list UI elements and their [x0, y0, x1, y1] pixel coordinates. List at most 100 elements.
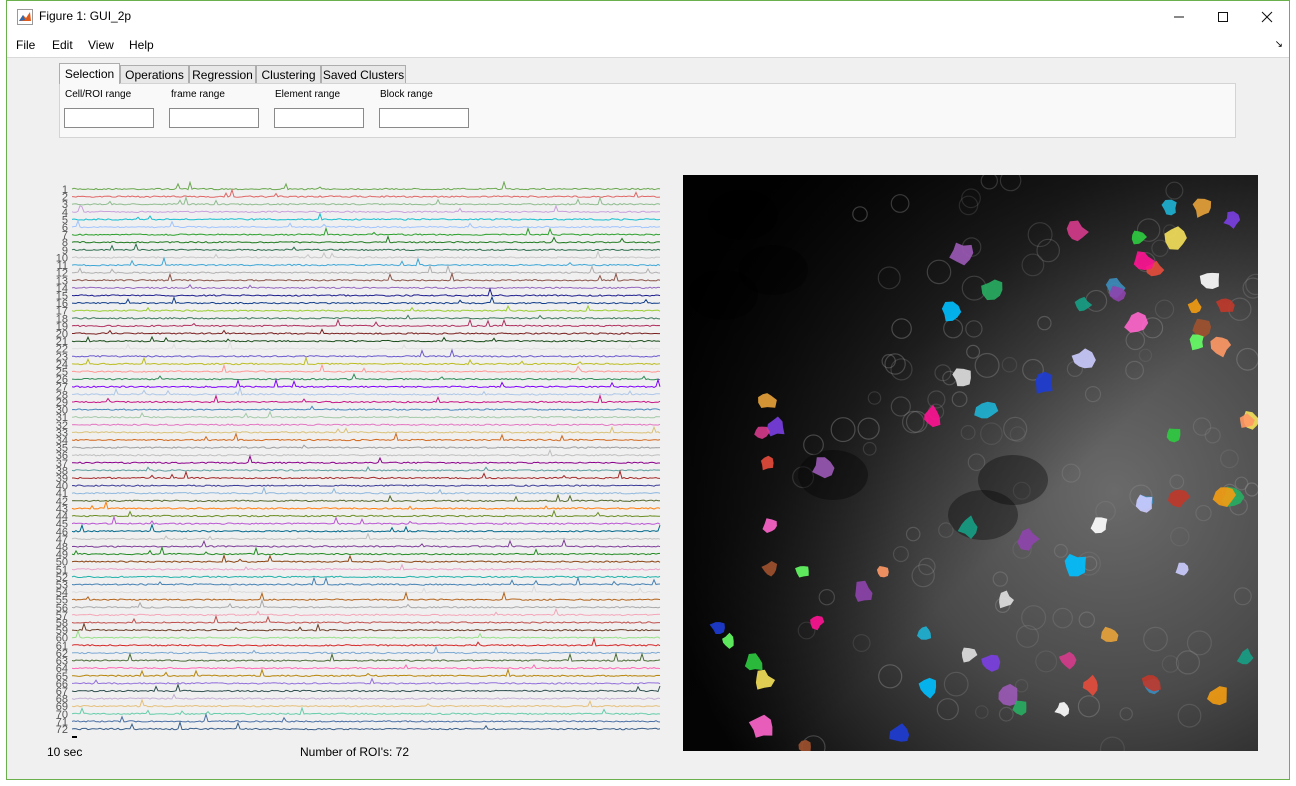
menu-edit[interactable]: Edit — [52, 38, 73, 52]
roi-mask[interactable] — [1192, 318, 1212, 338]
roi-tick-label: 29 — [56, 397, 68, 409]
roi-mask[interactable] — [1199, 272, 1220, 289]
roi-mask[interactable] — [798, 740, 811, 751]
roi-mask[interactable] — [1124, 311, 1149, 333]
roi-mask[interactable] — [1207, 686, 1227, 706]
roi-mask[interactable] — [924, 404, 941, 428]
roi-mask[interactable] — [1187, 298, 1202, 314]
roi-mask[interactable] — [917, 626, 932, 640]
menu-view[interactable]: View — [88, 38, 114, 52]
cell-roi-range-input[interactable] — [64, 108, 154, 128]
cell-body-texture — [803, 434, 824, 456]
roi-mask[interactable] — [1212, 487, 1236, 507]
roi-mask[interactable] — [795, 566, 809, 578]
roi-mask[interactable] — [812, 457, 835, 479]
roi-mask[interactable] — [941, 301, 962, 322]
roi-mask[interactable] — [1133, 251, 1155, 271]
roi-trace — [71, 515, 661, 525]
roi-mask[interactable] — [744, 653, 763, 671]
roi-mask[interactable] — [889, 723, 910, 742]
roi-mask[interactable] — [1236, 648, 1254, 665]
roi-tick-label: 5 — [62, 214, 68, 226]
roi-traces-plot[interactable]: 1234567891011121314151617181920212223242… — [52, 181, 677, 741]
close-button[interactable] — [1245, 1, 1289, 33]
roi-trace — [71, 287, 661, 297]
roi-mask[interactable] — [1141, 675, 1161, 692]
roi-mask[interactable] — [957, 515, 978, 539]
roi-mask[interactable] — [1131, 230, 1147, 245]
roi-mask[interactable] — [1175, 562, 1189, 576]
roi-trace — [72, 385, 661, 397]
roi-mask[interactable] — [1164, 226, 1187, 250]
roi-mask[interactable] — [1058, 651, 1077, 670]
roi-mask[interactable] — [722, 632, 734, 649]
roi-mask[interactable] — [1074, 296, 1093, 312]
roi-mask[interactable] — [1166, 428, 1181, 443]
roi-mask[interactable] — [1223, 211, 1241, 229]
roi-mask[interactable] — [999, 590, 1014, 609]
roi-mask[interactable] — [1012, 700, 1027, 716]
matlab-icon — [17, 9, 33, 25]
cell-body-texture — [1037, 315, 1052, 331]
roi-trace — [71, 393, 661, 404]
roi-mask[interactable] — [1109, 285, 1127, 302]
roi-mask[interactable] — [1082, 674, 1098, 696]
roi-mask[interactable] — [1189, 334, 1204, 351]
roi-mask[interactable] — [761, 561, 778, 577]
roi-mask[interactable] — [1066, 220, 1089, 242]
roi-mask[interactable] — [758, 393, 777, 408]
roi-mask[interactable] — [1239, 413, 1255, 428]
tab-selection[interactable]: Selection — [59, 63, 120, 84]
tab-regression[interactable]: Regression — [189, 65, 256, 83]
minimize-button[interactable] — [1157, 1, 1201, 33]
roi-mask[interactable] — [918, 677, 937, 699]
roi-mask[interactable] — [1064, 553, 1086, 577]
roi-mask[interactable] — [961, 647, 978, 663]
roi-tick-label: 6 — [62, 222, 68, 234]
roi-mask[interactable] — [1161, 199, 1177, 216]
tab-operations[interactable]: Operations — [120, 65, 189, 83]
roi-mask[interactable] — [1035, 371, 1053, 394]
roi-mask[interactable] — [1192, 198, 1212, 218]
roi-mask[interactable] — [748, 714, 773, 738]
roi-mask[interactable] — [952, 368, 971, 387]
roi-mask[interactable] — [1100, 626, 1119, 642]
roi-mask[interactable] — [981, 654, 1001, 672]
roi-mask[interactable] — [760, 455, 774, 471]
title-bar[interactable]: Figure 1: GUI_2p — [7, 1, 1289, 33]
roi-mask[interactable] — [981, 279, 1003, 301]
roi-mask[interactable] — [1071, 348, 1096, 369]
menu-help[interactable]: Help — [129, 38, 154, 52]
frame-range-input[interactable] — [169, 108, 259, 128]
element-range-input[interactable] — [274, 108, 364, 128]
fov-image[interactable] — [683, 175, 1258, 751]
tab-saved-clusters[interactable]: Saved Clusters — [321, 65, 406, 83]
window-title: Figure 1: GUI_2p — [39, 9, 132, 23]
roi-mask[interactable] — [762, 518, 777, 533]
roi-mask[interactable] — [1135, 494, 1153, 513]
roi-mask[interactable] — [855, 580, 873, 602]
roi-mask[interactable] — [949, 242, 974, 266]
roi-mask[interactable] — [709, 622, 725, 634]
roi-mask[interactable] — [876, 566, 889, 578]
roi-mask[interactable] — [1167, 489, 1191, 508]
roi-mask[interactable] — [1215, 298, 1235, 313]
roi-mask[interactable] — [974, 401, 999, 419]
dark-vessel-texture — [738, 245, 808, 295]
block-range-input[interactable] — [379, 108, 469, 128]
roi-mask[interactable] — [1054, 702, 1070, 717]
dock-arrow-icon[interactable]: ↘ — [1274, 39, 1283, 50]
roi-mask[interactable] — [1090, 517, 1108, 534]
roi-mask[interactable] — [1017, 528, 1040, 551]
menu-file[interactable]: File — [16, 38, 36, 52]
roi-mask[interactable] — [1210, 336, 1232, 358]
roi-mask[interactable] — [766, 416, 785, 437]
roi-mask[interactable] — [810, 615, 825, 631]
tab-clustering[interactable]: Clustering — [256, 65, 321, 83]
roi-mask[interactable] — [755, 669, 776, 690]
roi-mask[interactable] — [754, 426, 771, 439]
maximize-button[interactable] — [1201, 1, 1245, 33]
roi-mask[interactable] — [998, 683, 1018, 706]
cell-body-texture — [965, 320, 983, 338]
dark-vessel-texture — [798, 450, 868, 500]
